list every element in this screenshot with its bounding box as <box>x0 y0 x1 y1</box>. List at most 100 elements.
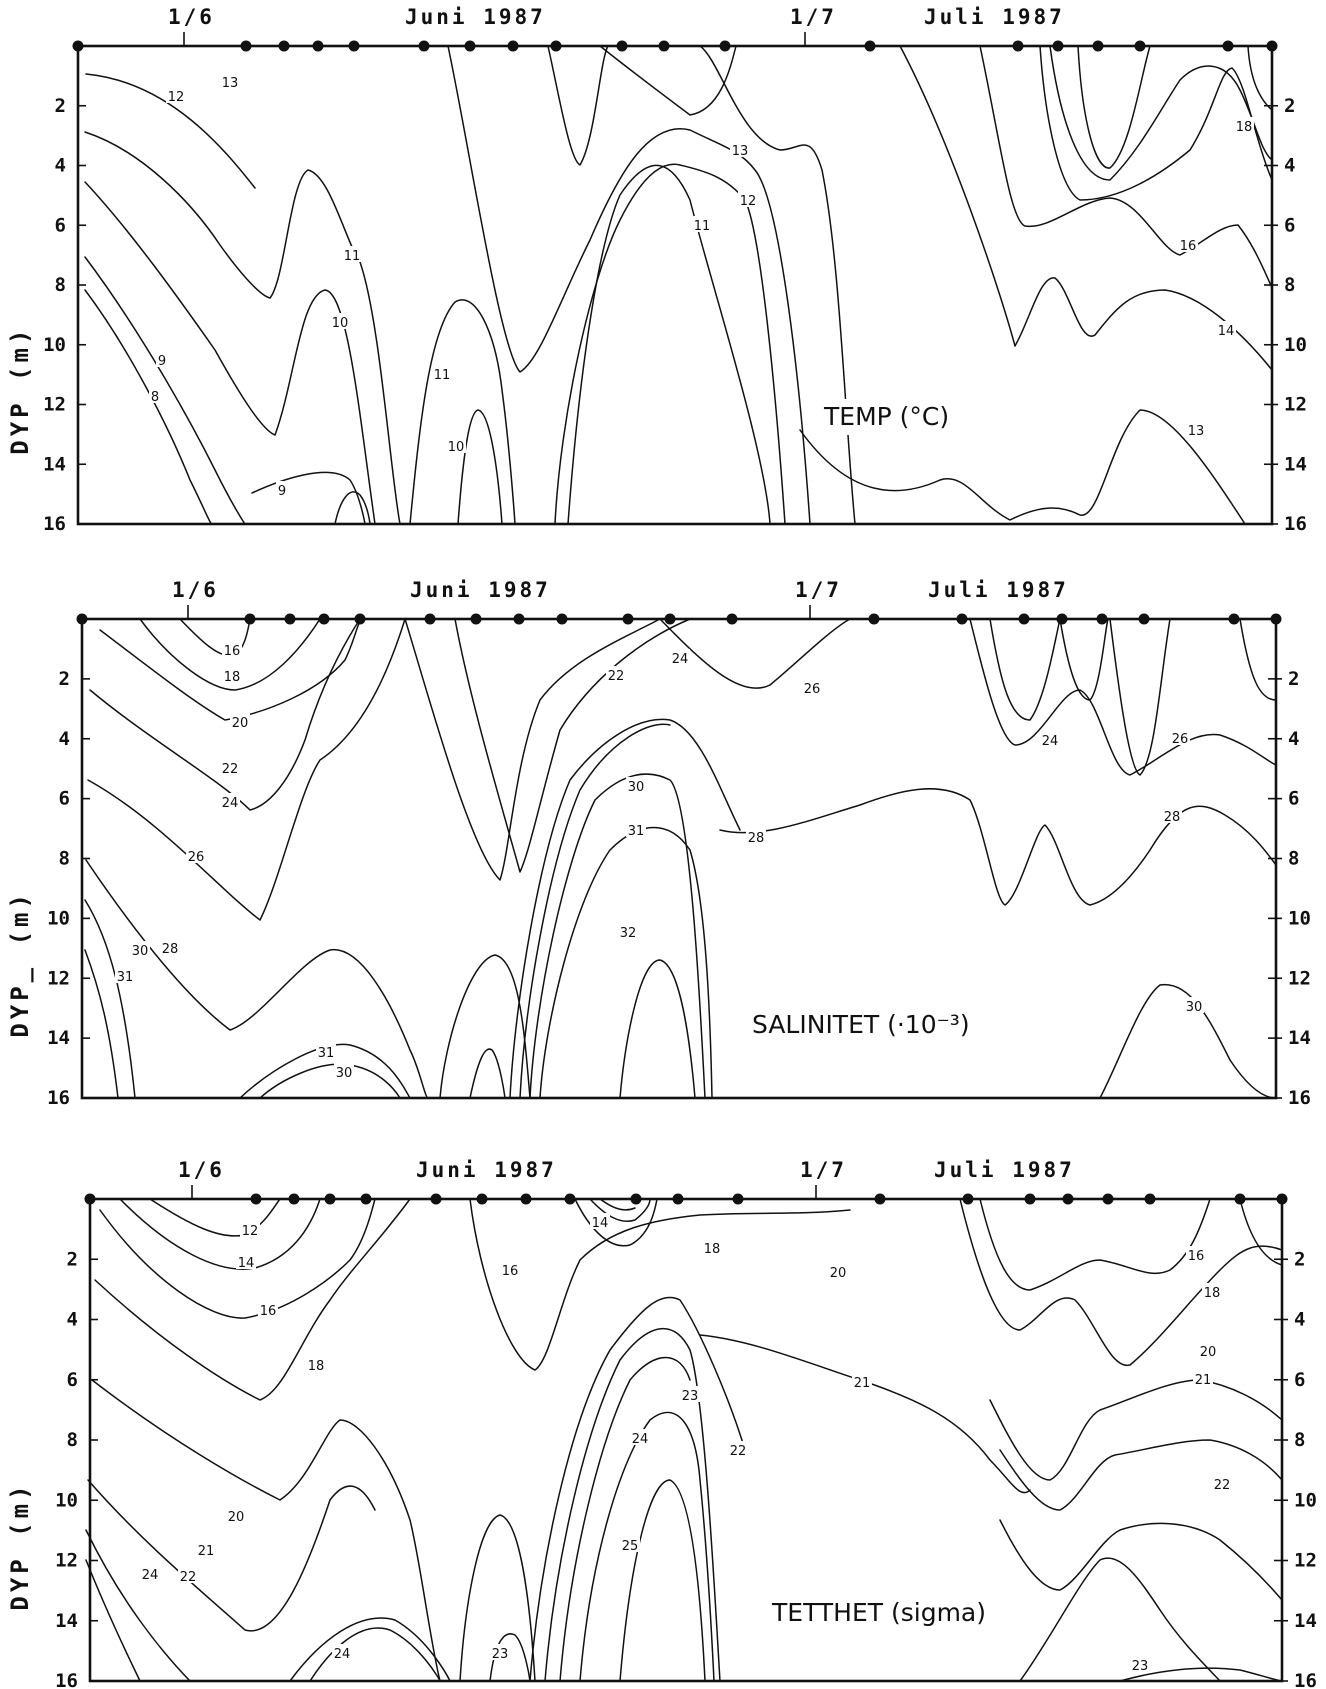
contour-label-bg <box>1216 321 1236 337</box>
contour-label-bg <box>490 1644 510 1660</box>
y-tick-label-left: 2 <box>55 95 66 117</box>
contour-labels: 13 12 11 10 9 8 9 11 10 13 12 11 18 16 14 13 <box>149 73 1254 499</box>
y-tick-label-left: 8 <box>59 848 70 870</box>
contour-label-bg <box>330 313 350 329</box>
contour-label: 21 <box>198 1544 215 1559</box>
station-dot <box>672 1193 684 1205</box>
y-tick-label-right: 4 <box>1294 1309 1305 1331</box>
y-tick-label-left: 8 <box>55 274 66 296</box>
contour-label-bg <box>332 1644 352 1660</box>
contour-label-bg <box>115 967 135 983</box>
contour-line <box>544 1327 721 1682</box>
plot-frame <box>80 617 1278 1100</box>
y-tick-label-right: 12 <box>1284 394 1307 416</box>
contour-line <box>87 618 406 921</box>
contour-line <box>1049 45 1273 181</box>
y-tick-label-right: 2 <box>1288 668 1299 690</box>
station-dot <box>732 1193 744 1205</box>
contour-line <box>84 899 136 1099</box>
station-dot <box>476 1193 488 1205</box>
panel-title: SALINITET (·10⁻³) <box>752 1010 970 1039</box>
contour-line <box>799 409 1246 525</box>
panel-title-bg <box>764 1595 996 1631</box>
contour-label-bg <box>432 365 452 381</box>
contour-label: 20 <box>228 1510 245 1525</box>
contour-line <box>979 45 1273 289</box>
contour-label: 8 <box>151 390 159 405</box>
date-label: 1/7 <box>800 1158 847 1182</box>
y-tick-label-left: 4 <box>67 1309 78 1331</box>
y-tick-label-right: 6 <box>1294 1369 1305 1391</box>
contour-label: 13 <box>222 76 239 91</box>
contour-line <box>85 1529 191 1682</box>
station-dot <box>868 613 880 625</box>
contour-label: 23 <box>682 1389 699 1404</box>
station-dot <box>348 40 360 52</box>
station-dot <box>520 1193 532 1205</box>
y-tick-label-right: 16 <box>1294 1670 1317 1689</box>
station-dot <box>1012 40 1024 52</box>
contour-label: 18 <box>1236 120 1253 135</box>
contour-line <box>1239 618 1277 701</box>
contour-line <box>1077 45 1151 169</box>
y-tick-label-left: 10 <box>43 334 66 356</box>
contour-line <box>959 1198 1283 1366</box>
contour-line <box>1099 983 1277 1099</box>
contour-line <box>1109 618 1171 776</box>
contour-label-bg <box>1186 1246 1206 1262</box>
contour-line <box>404 618 661 881</box>
contour-line <box>559 1356 691 1682</box>
contour-label-bg <box>178 1567 198 1583</box>
y-tick-label-left: 14 <box>43 453 66 475</box>
contour-label: 24 <box>672 652 689 667</box>
contour-line <box>699 1334 1031 1494</box>
contour-line <box>619 1479 706 1682</box>
contour-label-bg <box>728 1441 748 1457</box>
contour-label: 16 <box>1188 1249 1205 1264</box>
station-dot <box>622 613 634 625</box>
contour-label: 30 <box>336 1066 353 1081</box>
contour-line <box>1119 1667 1283 1682</box>
contour-line <box>469 1048 506 1099</box>
contour-line <box>999 1439 1283 1511</box>
contour-label: 20 <box>830 1266 847 1281</box>
contour-label: 26 <box>804 682 821 697</box>
contour-label-bg <box>342 246 362 262</box>
y-tick-label-left: 2 <box>67 1248 78 1270</box>
contour-label: 25 <box>622 1539 639 1554</box>
contour-label: 22 <box>608 669 625 684</box>
y-tick-label-left: 12 <box>47 967 70 989</box>
station-dot <box>244 613 256 625</box>
contour-line <box>99 1198 376 1319</box>
contour-line <box>1059 618 1109 701</box>
panel-title-bg <box>744 1007 978 1043</box>
contour-line <box>454 618 691 873</box>
contour-label-bg <box>702 1239 722 1255</box>
contour-label-bg <box>1184 997 1204 1013</box>
y-tick-label-left: 16 <box>55 1670 78 1689</box>
contour-label: 21 <box>854 1376 871 1391</box>
contour-label: 30 <box>1186 1000 1203 1015</box>
contour-label-bg <box>1186 421 1206 437</box>
contour-label: 9 <box>158 354 166 369</box>
contour-line <box>599 45 737 116</box>
contour-line <box>334 491 371 525</box>
contour-label: 24 <box>1042 734 1059 749</box>
y-tick-label-left: 10 <box>55 1489 78 1511</box>
panel-title: TEMP (°C) <box>823 402 949 431</box>
y-tick-label-right: 6 <box>1284 214 1295 236</box>
contour-label: 14 <box>238 1256 255 1271</box>
date-label: Juni 1987 <box>410 578 551 602</box>
date-label: Juli 1987 <box>928 578 1069 602</box>
y-tick-label-right: 14 <box>1294 1610 1317 1632</box>
contour-label: 31 <box>117 970 134 985</box>
contour-label-bg <box>618 923 638 939</box>
y-tick-label-right: 4 <box>1284 155 1295 177</box>
station-dot <box>76 613 88 625</box>
station-dot <box>962 1193 974 1205</box>
y-axis-label: DYP (m) <box>6 326 34 455</box>
contour-line <box>579 1411 715 1682</box>
station-dot <box>1024 1193 1036 1205</box>
y-tick-label-left: 2 <box>59 668 70 690</box>
